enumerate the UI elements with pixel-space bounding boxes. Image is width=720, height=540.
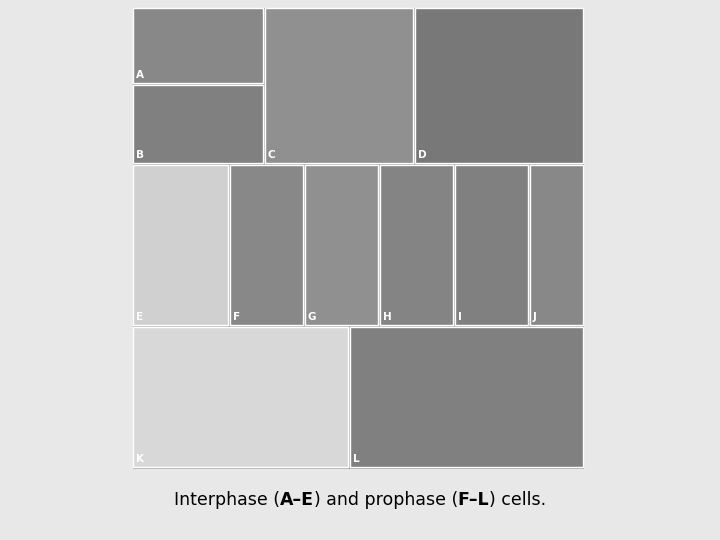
Text: ) cells.: ) cells.	[490, 491, 546, 509]
Bar	[265, 8, 413, 163]
Text: B: B	[136, 150, 144, 160]
Text: C: C	[268, 150, 276, 160]
Bar	[455, 165, 528, 325]
Text: ) and prophase (: ) and prophase (	[313, 491, 458, 509]
Text: A: A	[136, 70, 144, 80]
Text: E: E	[136, 312, 143, 322]
Bar	[380, 165, 453, 325]
Text: A–E: A–E	[279, 491, 313, 509]
Text: K: K	[136, 454, 144, 464]
Bar	[133, 85, 263, 163]
Text: L: L	[353, 454, 359, 464]
Bar	[350, 327, 583, 467]
Text: J: J	[533, 312, 537, 322]
Bar	[133, 327, 348, 467]
Bar	[305, 165, 378, 325]
Bar	[133, 165, 228, 325]
Bar	[133, 8, 263, 83]
Bar	[415, 8, 583, 163]
Text: H: H	[383, 312, 392, 322]
Text: I: I	[458, 312, 462, 322]
Text: G: G	[308, 312, 317, 322]
Text: D: D	[418, 150, 427, 160]
Text: F–L: F–L	[458, 491, 490, 509]
Bar	[133, 8, 583, 468]
Bar	[230, 165, 303, 325]
Bar	[530, 165, 583, 325]
Text: F: F	[233, 312, 240, 322]
Text: Interphase (: Interphase (	[174, 491, 279, 509]
